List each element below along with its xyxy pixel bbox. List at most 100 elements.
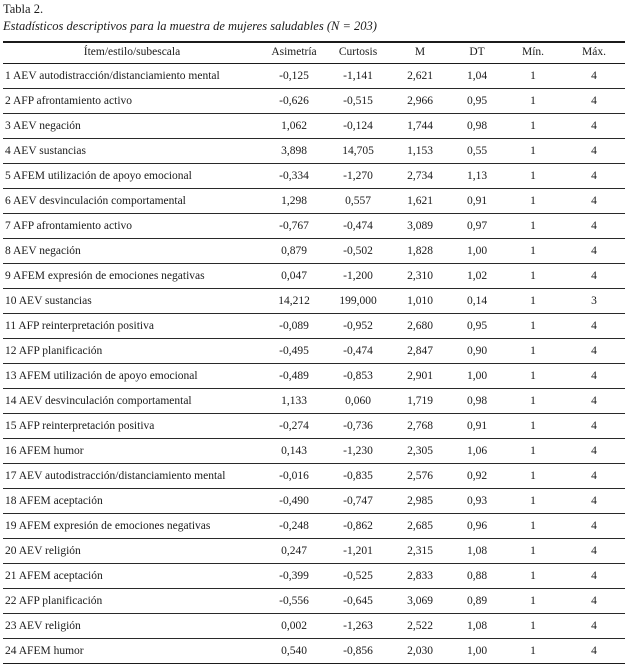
table-row: 3 AEV negación 1,062 -0,124 1,744 0,98 1… xyxy=(3,113,625,139)
cell-max: 4 xyxy=(563,563,625,589)
cell-max: 4 xyxy=(563,213,625,239)
cell-curtosis: -1,200 xyxy=(327,263,389,289)
cell-curtosis: -1,263 xyxy=(327,613,389,639)
cell-max: 4 xyxy=(563,613,625,639)
cell-item: 13 AFEM utilización de apoyo emocional xyxy=(3,363,261,389)
cell-asimetria: -0,490 xyxy=(261,488,327,514)
table-row: 17 AEV autodistracción/distanciamiento m… xyxy=(3,463,625,489)
table-row: 19 AFEM expresión de emociones negativas… xyxy=(3,513,625,539)
cell-max: 4 xyxy=(563,538,625,564)
cell-min: 1 xyxy=(503,488,563,514)
cell-max: 4 xyxy=(563,488,625,514)
cell-dt: 1,06 xyxy=(451,438,503,464)
cell-dt: 0,96 xyxy=(451,513,503,539)
cell-m: 3,069 xyxy=(389,588,451,614)
cell-m: 2,734 xyxy=(389,163,451,189)
cell-dt: 0,91 xyxy=(451,413,503,439)
cell-asimetria: 0,879 xyxy=(261,238,327,264)
table-row: 12 AFP planificación -0,495 -0,474 2,847… xyxy=(3,338,625,364)
cell-min: 1 xyxy=(503,638,563,664)
cell-max: 4 xyxy=(563,113,625,139)
table-caption: Estadísticos descriptivos para la muestr… xyxy=(3,19,377,33)
cell-max: 4 xyxy=(563,313,625,339)
cell-asimetria: -0,399 xyxy=(261,563,327,589)
cell-item: 18 AFEM aceptación xyxy=(3,488,261,514)
cell-m: 2,522 xyxy=(389,613,451,639)
cell-curtosis: -1,201 xyxy=(327,538,389,564)
cell-min: 1 xyxy=(503,138,563,164)
column-header-min: Mín. xyxy=(503,41,563,64)
cell-max: 4 xyxy=(563,188,625,214)
cell-min: 1 xyxy=(503,113,563,139)
cell-asimetria: 0,540 xyxy=(261,638,327,664)
cell-m: 2,847 xyxy=(389,338,451,364)
cell-min: 1 xyxy=(503,288,563,314)
table-row: 14 AEV desvinculación comportamental 1,1… xyxy=(3,388,625,414)
cell-asimetria: -0,016 xyxy=(261,463,327,489)
cell-dt: 0,14 xyxy=(451,288,503,314)
cell-item: 23 AEV religión xyxy=(3,613,261,639)
cell-min: 1 xyxy=(503,613,563,639)
column-header-max: Máx. xyxy=(563,41,625,64)
cell-curtosis: -0,124 xyxy=(327,113,389,139)
cell-dt: 1,00 xyxy=(451,238,503,264)
cell-min: 1 xyxy=(503,588,563,614)
table-row: 13 AFEM utilización de apoyo emocional -… xyxy=(3,363,625,389)
cell-dt: 0,95 xyxy=(451,88,503,114)
cell-asimetria: -0,125 xyxy=(261,63,327,89)
table-header: Ítem/estilo/subescala Asimetría Curtosis… xyxy=(3,41,625,64)
cell-m: 1,010 xyxy=(389,288,451,314)
cell-curtosis: -0,835 xyxy=(327,463,389,489)
cell-dt: 0,97 xyxy=(451,213,503,239)
table-row: 1 AEV autodistracción/distanciamiento me… xyxy=(3,63,625,89)
cell-item: 15 AFP reinterpretación positiva xyxy=(3,413,261,439)
cell-m: 1,744 xyxy=(389,113,451,139)
cell-min: 1 xyxy=(503,413,563,439)
cell-m: 1,621 xyxy=(389,188,451,214)
cell-max: 4 xyxy=(563,63,625,89)
cell-item: 2 AFP afrontamiento activo xyxy=(3,88,261,114)
cell-item: 5 AFEM utilización de apoyo emocional xyxy=(3,163,261,189)
table-row: 15 AFP reinterpretación positiva -0,274 … xyxy=(3,413,625,439)
cell-item: 9 AFEM expresión de emociones negativas xyxy=(3,263,261,289)
cell-item: 19 AFEM expresión de emociones negativas xyxy=(3,513,261,539)
cell-dt: 1,00 xyxy=(451,638,503,664)
cell-item: 11 AFP reinterpretación positiva xyxy=(3,313,261,339)
cell-max: 4 xyxy=(563,338,625,364)
cell-dt: 0,55 xyxy=(451,138,503,164)
cell-asimetria: -0,626 xyxy=(261,88,327,114)
cell-asimetria: -0,274 xyxy=(261,413,327,439)
cell-max: 4 xyxy=(563,238,625,264)
cell-item: 24 AFEM humor xyxy=(3,638,261,664)
table-row: 9 AFEM expresión de emociones negativas … xyxy=(3,263,625,289)
table-row: 22 AFP planificación -0,556 -0,645 3,069… xyxy=(3,588,625,614)
cell-asimetria: -0,089 xyxy=(261,313,327,339)
cell-min: 1 xyxy=(503,388,563,414)
table-row: 20 AEV religión 0,247 -1,201 2,315 1,08 … xyxy=(3,538,625,564)
cell-asimetria: -0,767 xyxy=(261,213,327,239)
cell-item: 12 AFP planificación xyxy=(3,338,261,364)
cell-max: 4 xyxy=(563,638,625,664)
cell-curtosis: -0,862 xyxy=(327,513,389,539)
table-row: 5 AFEM utilización de apoyo emocional -0… xyxy=(3,163,625,189)
column-header-asimetria: Asimetría xyxy=(261,41,327,64)
cell-dt: 1,02 xyxy=(451,263,503,289)
cell-max: 4 xyxy=(563,513,625,539)
cell-asimetria: 14,212 xyxy=(261,288,327,314)
cell-item: 17 AEV autodistracción/distanciamiento m… xyxy=(3,463,261,489)
cell-asimetria: 0,047 xyxy=(261,263,327,289)
table-row: 23 AEV religión 0,002 -1,263 2,522 1,08 … xyxy=(3,613,625,639)
cell-dt: 1,04 xyxy=(451,63,503,89)
cell-m: 2,315 xyxy=(389,538,451,564)
cell-curtosis: -0,645 xyxy=(327,588,389,614)
cell-asimetria: 0,247 xyxy=(261,538,327,564)
cell-curtosis: 14,705 xyxy=(327,138,389,164)
cell-item: 10 AEV sustancias xyxy=(3,288,261,314)
cell-curtosis: -0,736 xyxy=(327,413,389,439)
cell-curtosis: -0,856 xyxy=(327,638,389,664)
cell-m: 2,966 xyxy=(389,88,451,114)
cell-min: 1 xyxy=(503,563,563,589)
cell-m: 2,030 xyxy=(389,638,451,664)
cell-min: 1 xyxy=(503,538,563,564)
column-header-dt: DT xyxy=(451,41,503,64)
